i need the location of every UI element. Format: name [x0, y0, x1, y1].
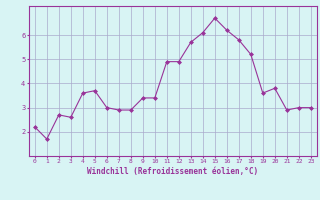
X-axis label: Windchill (Refroidissement éolien,°C): Windchill (Refroidissement éolien,°C): [87, 167, 258, 176]
